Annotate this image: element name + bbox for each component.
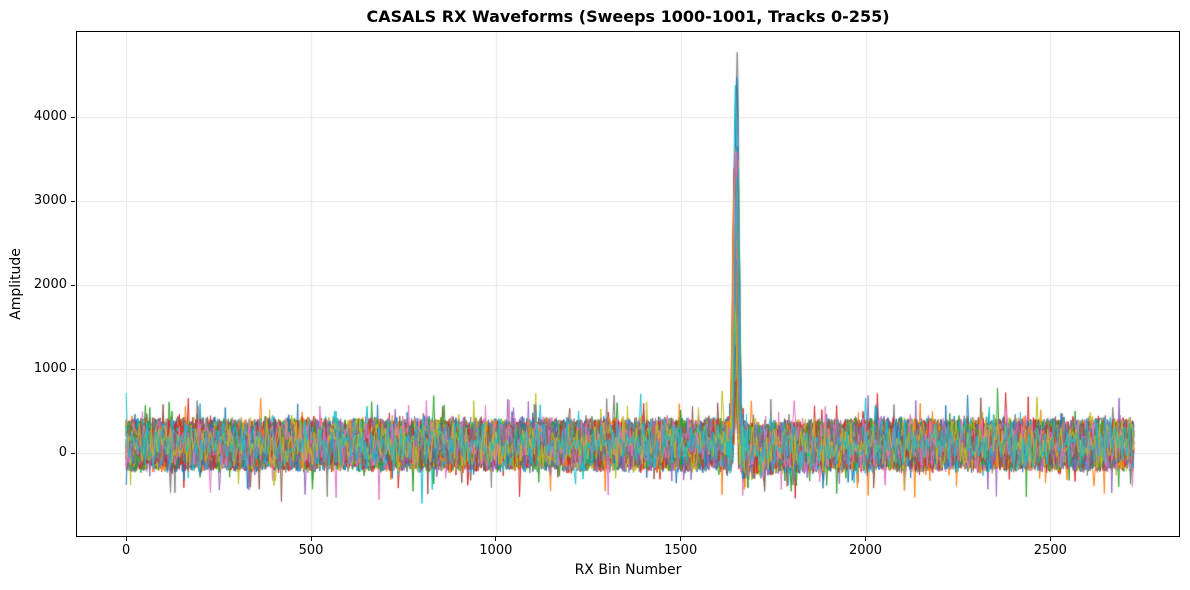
x-tick-label: 1000 (479, 543, 513, 558)
y-tick-label: 4000 (33, 109, 67, 124)
x-tick-mark (495, 537, 497, 541)
y-tick-label: 0 (58, 445, 67, 460)
y-tick-mark (71, 200, 75, 202)
y-tick-mark (71, 284, 75, 286)
x-tick-label: 2000 (848, 543, 883, 558)
x-axis-label: RX Bin Number (574, 562, 682, 578)
y-tick-label: 1000 (33, 361, 67, 376)
y-tick-mark (71, 452, 75, 454)
plot-area (76, 31, 1180, 537)
x-tick-label: 1500 (664, 543, 698, 558)
x-tick-mark (1049, 537, 1051, 541)
y-tick-mark (71, 368, 75, 370)
x-tick-mark (865, 537, 867, 541)
x-tick-label: 500 (298, 543, 324, 558)
x-tick-mark (680, 537, 682, 541)
waveform-canvas (77, 32, 1179, 536)
x-tick-mark (310, 537, 312, 541)
chart-title: CASALS RX Waveforms (Sweeps 1000-1001, T… (366, 7, 890, 26)
x-tick-mark (125, 537, 127, 541)
x-tick-label: 2500 (1033, 543, 1067, 558)
y-tick-mark (71, 116, 75, 118)
x-tick-label: 0 (122, 543, 131, 558)
y-tick-label: 2000 (33, 277, 67, 292)
y-tick-label: 3000 (33, 193, 67, 208)
